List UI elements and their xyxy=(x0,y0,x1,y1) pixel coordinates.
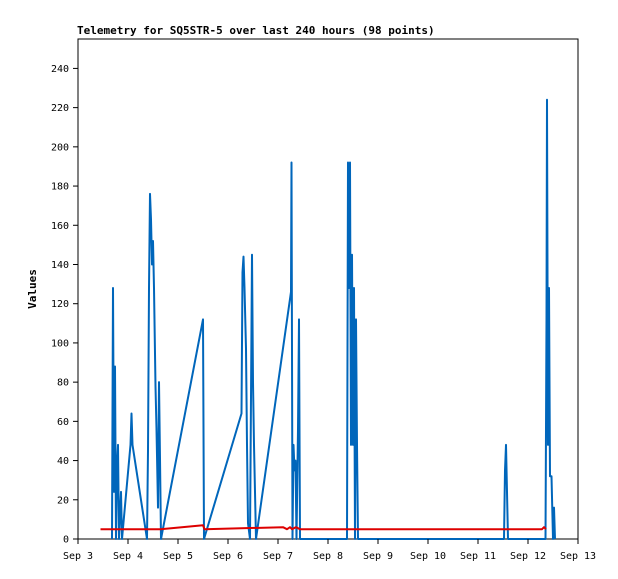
y-tick-label: 100 xyxy=(51,338,69,349)
x-tick-label: Sep 3 xyxy=(63,551,93,562)
x-axis-ticks: Sep 3 Sep 4 Sep 5 Sep 6 Sep 7 Sep 8 Sep 9 Sep 1… xyxy=(63,539,596,562)
y-tick-label: 240 xyxy=(51,64,69,75)
y-tick-label: 20 xyxy=(57,495,69,506)
plot-frame xyxy=(77,38,579,540)
x-tick-label: Sep 12 xyxy=(510,551,546,562)
x-tick-label: Sep 13 xyxy=(560,551,596,562)
y-tick-label: 120 xyxy=(51,299,69,310)
y-tick-label: 80 xyxy=(57,378,69,389)
y-axis-label: Values xyxy=(26,269,39,309)
x-tick-label: Sep 5 xyxy=(163,551,193,562)
y-axis-ticks: 0 20 40 60 80 100 120 140 160 180 200 220 240 xyxy=(51,64,78,546)
x-tick-label: Sep 8 xyxy=(313,551,343,562)
y-tick-label: 40 xyxy=(57,456,69,467)
chart-title: Telemetry for SQ5STR-5 over last 240 hou… xyxy=(77,24,435,37)
y-tick-label: 180 xyxy=(51,182,69,193)
series-line-2 xyxy=(100,524,547,531)
y-tick-label: 200 xyxy=(51,142,69,153)
series-layer xyxy=(100,98,556,540)
x-tick-label: Sep 9 xyxy=(363,551,393,562)
y-tick-label: 220 xyxy=(51,103,69,114)
series-line-1 xyxy=(111,98,556,540)
x-tick-label: Sep 10 xyxy=(410,551,446,562)
x-tick-label: Sep 4 xyxy=(113,551,143,562)
x-tick-label: Sep 7 xyxy=(263,551,293,562)
y-tick-label: 60 xyxy=(57,417,69,428)
plot-area xyxy=(77,38,579,540)
y-tick-label: 140 xyxy=(51,260,69,271)
y-tick-label: 0 xyxy=(63,535,69,546)
x-tick-label: Sep 6 xyxy=(213,551,243,562)
x-tick-label: Sep 11 xyxy=(460,551,496,562)
y-tick-label: 160 xyxy=(51,221,69,232)
